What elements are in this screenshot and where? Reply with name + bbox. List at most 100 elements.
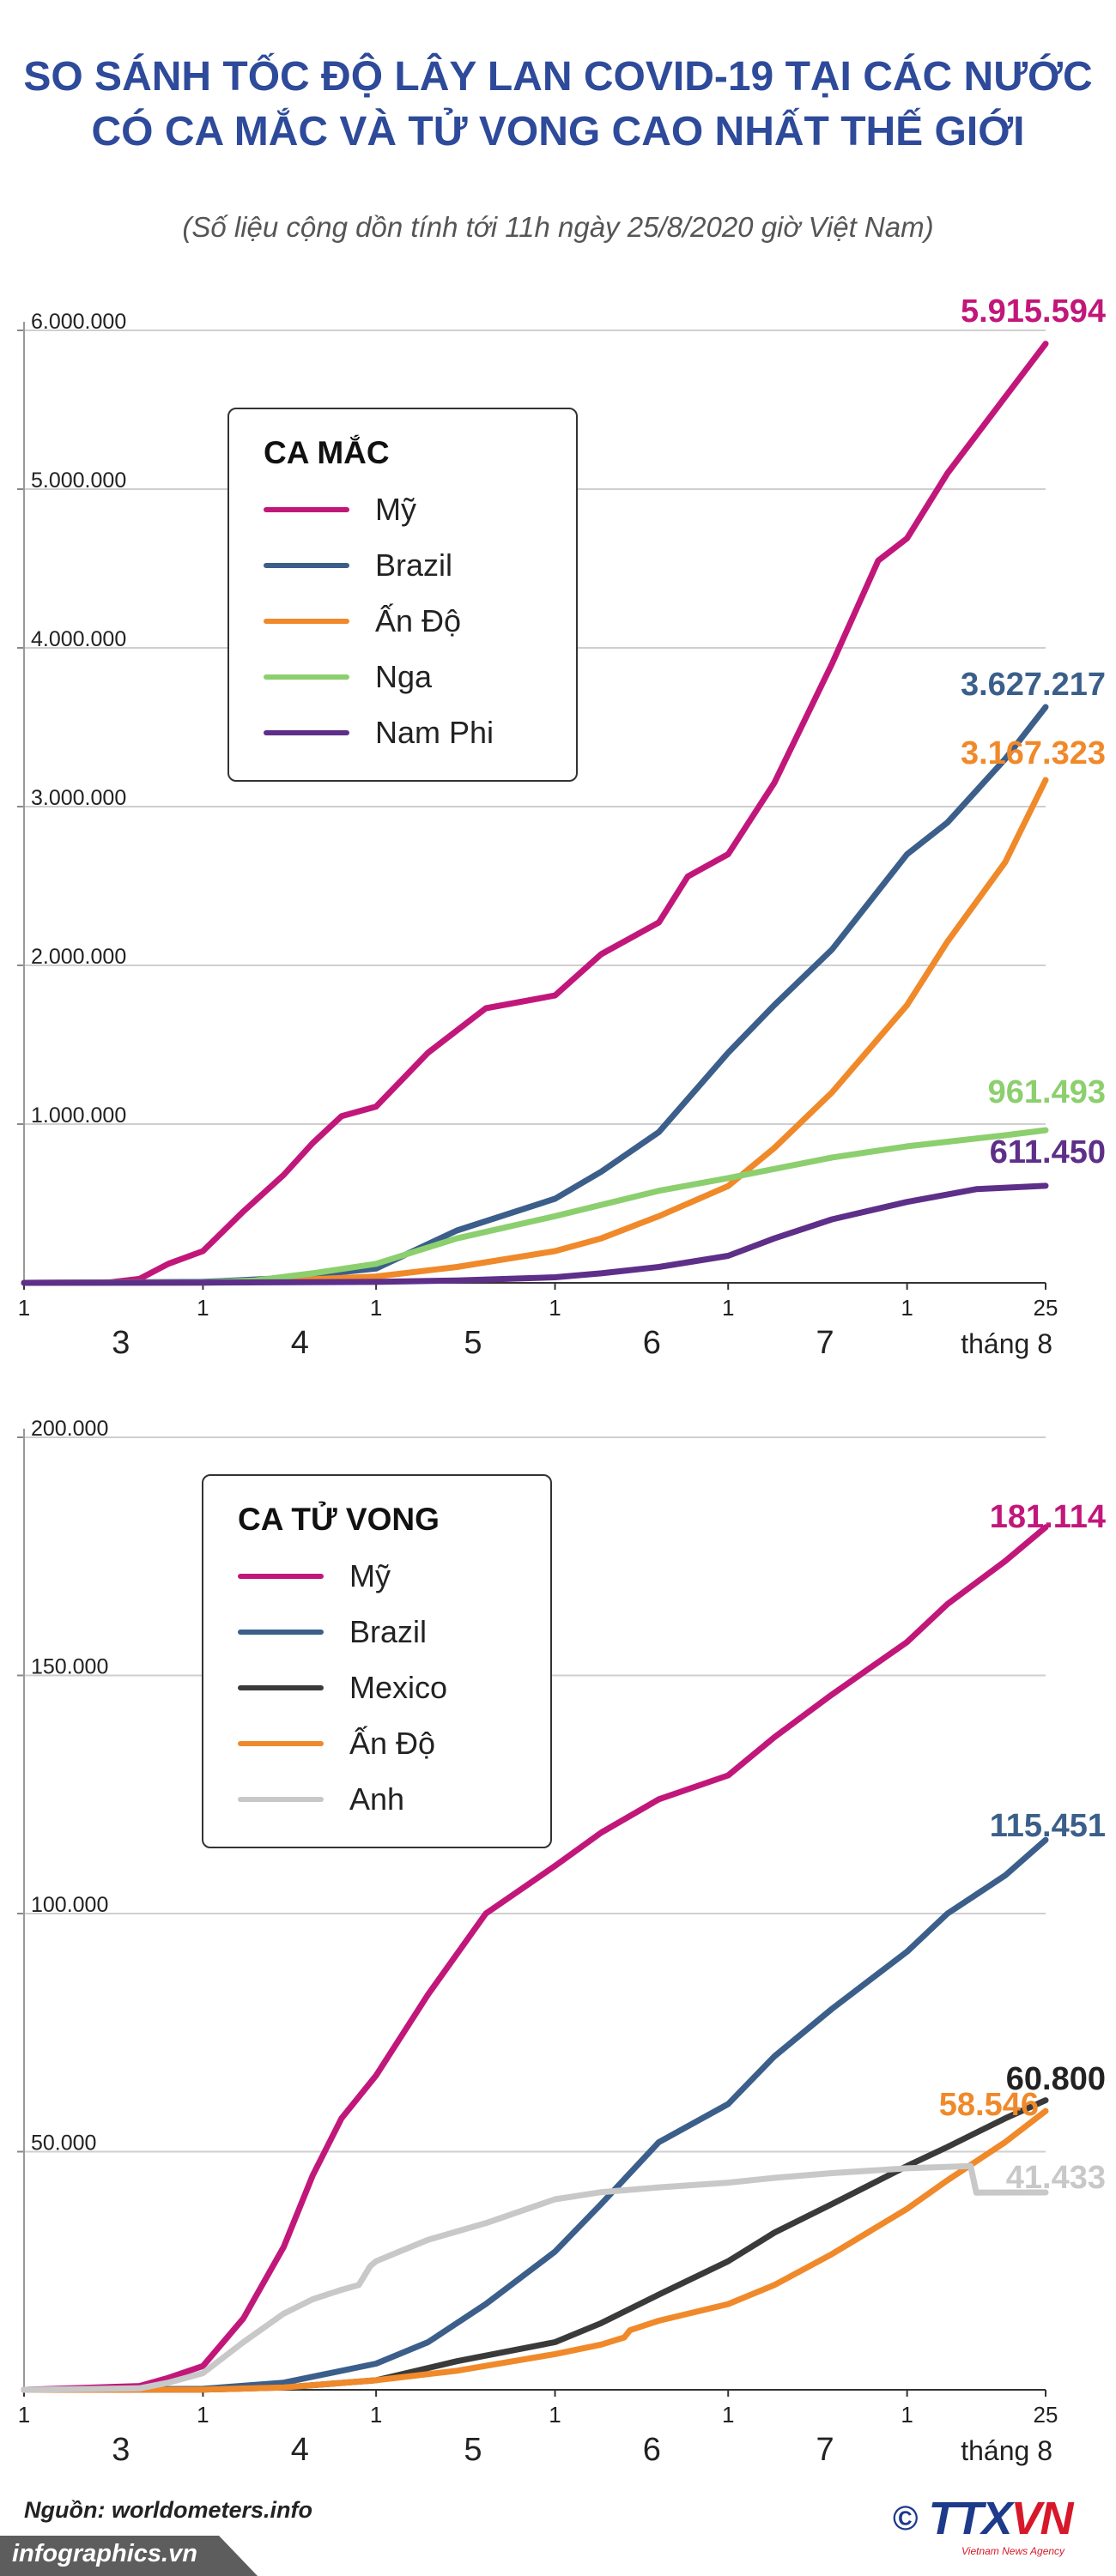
- month-label: 6: [643, 2432, 661, 2468]
- y-tick-label: 2.000.000: [31, 945, 126, 969]
- legend-title: CA TỬ VONG: [238, 1502, 440, 1537]
- data-label-russia: 961.493: [988, 1074, 1106, 1110]
- legend-item-mexico: Mexico: [238, 1660, 516, 1715]
- legend-label: Mỹ: [375, 491, 416, 527]
- cases-legend: CA MẮC Mỹ Brazil Ấn Độ Nga Nam Phi: [227, 408, 578, 782]
- legend-item-uk: Anh: [238, 1771, 516, 1827]
- x-tick-label: 1: [370, 2402, 382, 2428]
- logo-text-a: TTX: [928, 2493, 1012, 2544]
- logo-wordmark: TTXVN: [928, 2493, 1073, 2544]
- page-title: SO SÁNH TỐC ĐỘ LÂY LAN COVID-19 TẠI CÁC …: [0, 50, 1116, 160]
- legend-item-us: Mỹ: [264, 481, 542, 537]
- data-label-southafrica: 611.450: [990, 1134, 1106, 1170]
- legend-label: Brazil: [375, 547, 453, 583]
- y-tick-label: 100.000: [31, 1893, 108, 1917]
- legend-item-us: Mỹ: [238, 1548, 516, 1604]
- copyright-icon: ©: [893, 2499, 919, 2537]
- y-tick-label: 4.000.000: [31, 627, 126, 651]
- deaths-chart: 200.000 150.000 100.000 50.000 1 1 1 1 1 1 25 3 4 5 6 7…: [17, 1417, 1106, 2468]
- legend-swatch: [264, 618, 349, 624]
- legend-item-brazil: Brazil: [264, 537, 542, 593]
- month-label: 4: [291, 1325, 309, 1361]
- data-label-brazil: 115.451: [990, 1808, 1106, 1844]
- month-label: 7: [816, 2432, 834, 2468]
- series-line-india: [21, 2107, 1049, 2393]
- legend-item-india: Ấn Độ: [238, 1715, 516, 1771]
- legend-label: Mỹ: [349, 1557, 391, 1593]
- data-label-india: 58.546: [939, 2087, 1039, 2123]
- source-note: Nguồn: worldometers.info: [24, 2497, 312, 2523]
- month-label: 5: [464, 2432, 482, 2468]
- x-tick-label: 25: [1034, 2402, 1058, 2428]
- subtitle: (Số liệu cộng dồn tính tới 11h ngày 25/8…: [182, 211, 934, 243]
- data-label-mexico: 60.800: [1006, 2061, 1106, 2097]
- ttxvn-logo: © TTXVN: [893, 2493, 1074, 2544]
- legend-item-southafrica: Nam Phi: [264, 704, 542, 760]
- series-line-brazil: [21, 1836, 1049, 2393]
- series-line-brazil: [21, 704, 1049, 1286]
- y-tick-label: 50.000: [31, 2132, 96, 2156]
- legend-swatch: [264, 562, 349, 568]
- x-tick-label: 1: [722, 1295, 734, 1321]
- x-tick-label: 1: [18, 1295, 30, 1321]
- legend-title: CA MẮC: [264, 435, 390, 470]
- title-line-1: SO SÁNH TỐC ĐỘ LÂY LAN COVID-19 TẠI CÁC …: [23, 54, 1093, 100]
- legend-label: Anh: [349, 1781, 405, 1817]
- footer-band: [0, 2536, 258, 2576]
- y-tick-label: 3.000.000: [31, 786, 126, 810]
- x-tick-label: 1: [722, 2402, 734, 2428]
- legend-label: Mexico: [349, 1669, 448, 1705]
- series-line-mexico: [21, 2097, 1049, 2393]
- legend-label: Brazil: [349, 1613, 428, 1649]
- deaths-legend: CA TỬ VONG Mỹ Brazil Mexico Ấn Độ Anh: [202, 1474, 552, 1848]
- data-label-us: 5.915.594: [961, 293, 1106, 330]
- x-tick-label: 1: [370, 1295, 382, 1321]
- month-label: 5: [464, 1325, 482, 1361]
- series-line-southafrica: [21, 1182, 1049, 1286]
- title-line-2: CÓ CA MẮC VÀ TỬ VONG CAO NHẤT THẾ GIỚI: [91, 109, 1025, 154]
- brand-link[interactable]: infographics.vn: [12, 2540, 197, 2567]
- data-label-brazil: 3.627.217: [961, 667, 1106, 703]
- x-tick-label: 1: [549, 2402, 561, 2428]
- x-tick-label: 1: [901, 1295, 913, 1321]
- y-tick-label: 6.000.000: [31, 310, 126, 334]
- logo-text-b: VN: [1010, 2493, 1073, 2544]
- data-label-uk: 41.433: [1006, 2160, 1106, 2196]
- data-label-us: 181.114: [990, 1499, 1106, 1535]
- series-line-uk: [21, 2162, 1049, 2393]
- legend-label: Ấn Độ: [349, 1725, 436, 1761]
- legend-swatch: [264, 729, 349, 735]
- month-label: 7: [816, 1325, 834, 1361]
- series-line-us: [21, 341, 1049, 1286]
- logo-subtitle: Vietnam News Agency: [961, 2545, 1065, 2557]
- legend-swatch: [238, 1796, 324, 1802]
- cases-chart: 6.000.000 5.000.000 4.000.000 3.000.000 2.00…: [17, 293, 1106, 1361]
- month-label: 3: [112, 2432, 130, 2468]
- x-tick-label: 1: [197, 1295, 209, 1321]
- series-line-india: [21, 777, 1049, 1286]
- series-line-us: [21, 1524, 1049, 2393]
- legend-swatch: [238, 1573, 324, 1579]
- x-tick-label: 1: [18, 2402, 30, 2428]
- legend-swatch: [264, 674, 349, 680]
- month-label-last: tháng 8: [961, 1328, 1052, 1359]
- data-label-india: 3.167.323: [961, 735, 1106, 771]
- month-label: 4: [291, 2432, 309, 2468]
- legend-item-russia: Nga: [264, 649, 542, 704]
- legend-label: Nam Phi: [375, 714, 494, 750]
- month-label-last: tháng 8: [961, 2435, 1052, 2466]
- legend-swatch: [264, 506, 349, 512]
- month-label: 3: [112, 1325, 130, 1361]
- legend-swatch: [238, 1740, 324, 1746]
- month-label: 6: [643, 1325, 661, 1361]
- x-tick-label: 1: [901, 2402, 913, 2428]
- legend-label: Ấn Độ: [375, 602, 462, 638]
- legend-swatch: [238, 1629, 324, 1635]
- x-tick-label: 1: [549, 1295, 561, 1321]
- y-tick-label: 150.000: [31, 1655, 108, 1679]
- x-tick-label: 1: [197, 2402, 209, 2428]
- x-tick-label: 25: [1034, 1295, 1058, 1321]
- y-tick-label: 200.000: [31, 1417, 108, 1441]
- legend-item-india: Ấn Độ: [264, 593, 542, 649]
- y-tick-label: 1.000.000: [31, 1104, 126, 1128]
